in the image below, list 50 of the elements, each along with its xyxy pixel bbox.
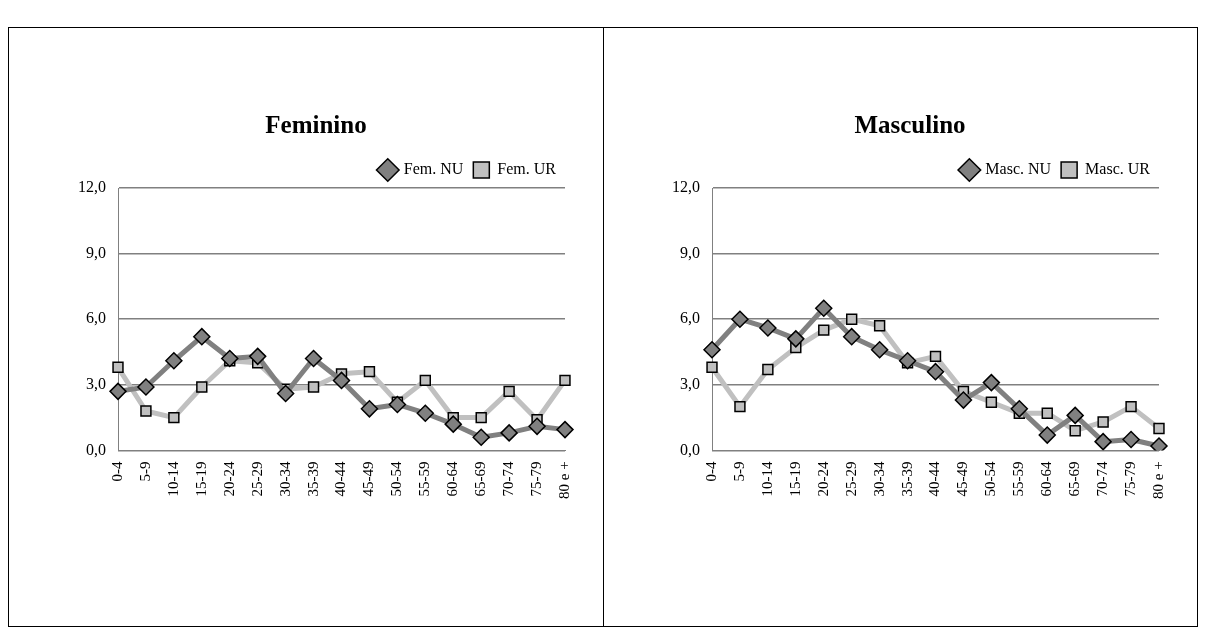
x-tick-label: 30-34 (276, 460, 293, 497)
x-tick-label: 60-64 (443, 460, 460, 497)
x-tick-label: 65-69 (471, 461, 488, 497)
y-tick-label: 12,0 (672, 178, 701, 196)
x-tick-label: 25-29 (842, 461, 859, 497)
x-tick-label: 75-79 (527, 461, 544, 497)
x-tick-label: 70-74 (499, 460, 516, 497)
x-tick-label: 80 e + (1150, 461, 1167, 500)
chart-title: Masculino (854, 111, 966, 139)
x-tick-label: 70-74 (1094, 460, 1111, 497)
x-tick-label: 60-64 (1038, 460, 1055, 497)
x-tick-label: 55-59 (1010, 461, 1027, 497)
x-tick-label: 45-49 (954, 461, 971, 497)
x-tick-label: 10-14 (164, 460, 181, 497)
y-tick-label: 6,0 (680, 309, 701, 327)
legend-label: Fem. NU (403, 160, 464, 178)
y-tick-label: 3,0 (680, 374, 701, 392)
x-tick-label: 0-4 (108, 460, 125, 482)
x-tick-label: 5-9 (731, 461, 748, 482)
x-tick-label: 15-19 (192, 461, 209, 497)
y-tick-label: 9,0 (85, 243, 106, 261)
x-tick-label: 5-9 (136, 461, 153, 482)
y-tick-label: 12,0 (77, 178, 106, 196)
x-tick-label: 35-39 (304, 461, 321, 497)
y-tick-label: 0,0 (680, 440, 701, 458)
x-tick-label: 40-44 (926, 460, 943, 497)
x-tick-label: 80 e + (555, 461, 572, 500)
x-tick-label: 50-54 (982, 460, 999, 497)
x-tick-label: 25-29 (248, 461, 265, 497)
x-tick-label: 20-24 (220, 460, 237, 497)
x-tick-label: 65-69 (1066, 461, 1083, 497)
x-tick-label: 40-44 (332, 460, 349, 497)
x-tick-label: 45-49 (360, 461, 377, 497)
x-tick-label: 20-24 (814, 460, 831, 497)
x-tick-label: 10-14 (759, 460, 776, 497)
legend-label: Masc. UR (1085, 160, 1151, 178)
x-tick-label: 75-79 (1122, 461, 1139, 497)
x-tick-label: 50-54 (388, 460, 405, 497)
y-tick-label: 3,0 (85, 374, 106, 392)
legend-label: Masc. NU (985, 160, 1052, 178)
x-tick-label: 0-4 (703, 460, 720, 482)
chart-title: Feminino (265, 111, 367, 139)
y-tick-label: 6,0 (85, 309, 106, 327)
x-tick-label: 15-19 (787, 461, 803, 497)
x-tick-label: 55-59 (416, 461, 432, 497)
y-tick-label: 9,0 (680, 243, 701, 261)
legend-label: Fem. UR (497, 160, 557, 178)
y-tick-label: 0,0 (85, 440, 106, 458)
x-tick-label: 30-34 (870, 460, 887, 497)
x-tick-label: 35-39 (898, 461, 915, 497)
